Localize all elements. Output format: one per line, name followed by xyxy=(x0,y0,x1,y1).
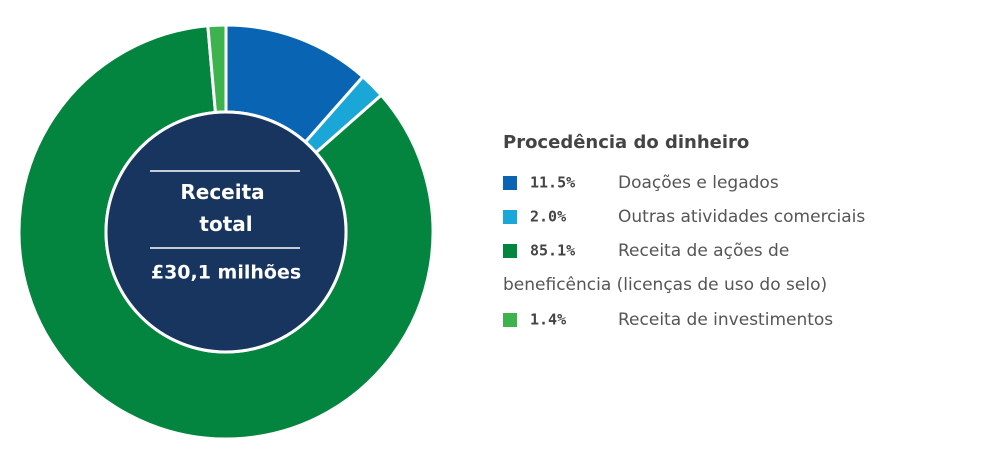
center: Receita total £30,1 milhões xyxy=(104,110,348,354)
legend-title: Procedência do dinheiro xyxy=(503,132,749,153)
legend-value: 85.1% xyxy=(530,242,575,260)
legend-value: 2.0% xyxy=(530,208,566,226)
legend-swatch xyxy=(503,176,517,190)
legend-label: Outras atividades comerciais xyxy=(618,207,865,227)
legend-swatch xyxy=(503,244,517,258)
legend-value: 1.4% xyxy=(530,311,566,329)
legend-swatch xyxy=(503,210,517,224)
center-value: £30,1 milhões xyxy=(151,262,301,284)
legend-value: 11.5% xyxy=(530,174,575,192)
legend-label: Receita de investimentos xyxy=(618,310,833,330)
center-disc xyxy=(104,110,348,354)
legend-swatch xyxy=(503,313,517,327)
legend: Procedência do dinheiro 11.5% Doações e l… xyxy=(503,132,865,330)
center-label: Receita total xyxy=(180,180,271,236)
legend-label: Doações e legados xyxy=(618,173,779,193)
legend-label: Receita de ações de beneficência (licenç… xyxy=(503,241,827,295)
